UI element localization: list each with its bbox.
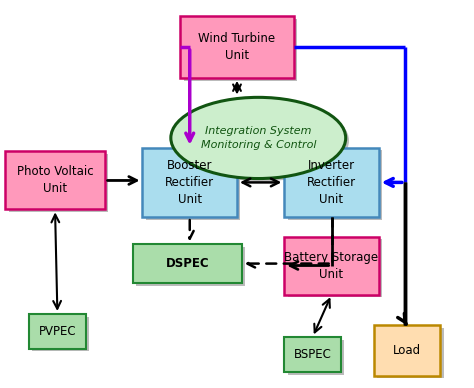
Text: BSPEC: BSPEC (294, 348, 331, 361)
FancyBboxPatch shape (377, 328, 444, 378)
FancyBboxPatch shape (143, 147, 237, 217)
FancyBboxPatch shape (284, 237, 379, 294)
FancyBboxPatch shape (288, 340, 344, 374)
FancyBboxPatch shape (288, 150, 382, 220)
FancyBboxPatch shape (180, 16, 294, 78)
FancyBboxPatch shape (133, 244, 242, 283)
FancyBboxPatch shape (183, 19, 297, 81)
Text: Battery Storage
Unit: Battery Storage Unit (284, 251, 379, 281)
FancyBboxPatch shape (374, 326, 440, 376)
FancyBboxPatch shape (284, 337, 341, 372)
FancyBboxPatch shape (5, 151, 105, 210)
FancyBboxPatch shape (137, 247, 245, 286)
Text: Integration System
Monitoring & Control: Integration System Monitoring & Control (201, 126, 316, 150)
Text: PVPEC: PVPEC (38, 325, 76, 338)
Text: Wind Turbine
Unit: Wind Turbine Unit (199, 32, 275, 62)
FancyBboxPatch shape (9, 154, 108, 212)
FancyBboxPatch shape (29, 314, 86, 349)
Ellipse shape (174, 100, 349, 181)
FancyBboxPatch shape (288, 239, 382, 297)
FancyBboxPatch shape (146, 150, 240, 220)
Text: Booster
Rectifier
Unit: Booster Rectifier Unit (165, 159, 214, 206)
Ellipse shape (171, 97, 346, 178)
FancyBboxPatch shape (284, 147, 379, 217)
Text: Load: Load (393, 344, 421, 357)
Text: DSPEC: DSPEC (165, 257, 209, 270)
Text: Photo Voltaic
Unit: Photo Voltaic Unit (17, 165, 93, 196)
FancyBboxPatch shape (32, 317, 89, 352)
Text: Inverter
Rectifier
Unit: Inverter Rectifier Unit (307, 159, 356, 206)
